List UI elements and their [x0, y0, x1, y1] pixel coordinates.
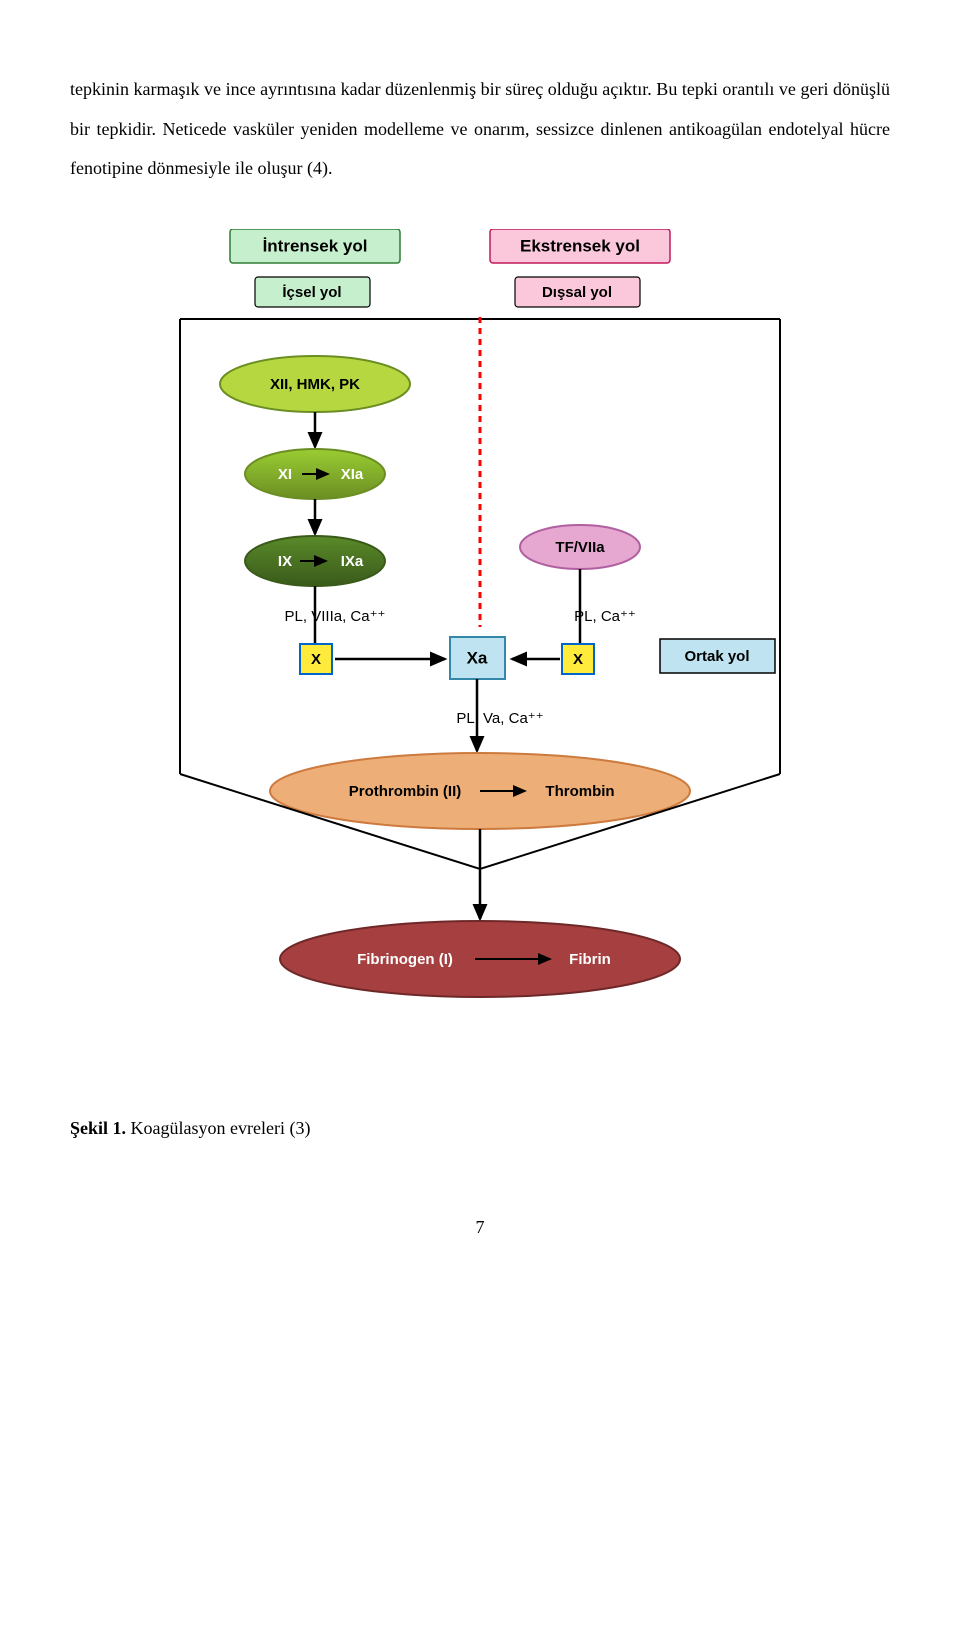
outer-label: Dışsal yol [542, 284, 612, 301]
common-label: Ortak yol [684, 648, 749, 665]
cofactor-right: PL, Ca⁺⁺ [574, 608, 636, 625]
tf-label: TF/VIIa [555, 539, 605, 556]
caption-bold: Şekil 1. [70, 1118, 126, 1138]
coagulation-diagram: İntrensek yol Ekstrensek yol İçsel yol D… [160, 229, 800, 1009]
caption-rest: Koagülasyon evreleri (3) [126, 1118, 310, 1138]
ixa-label: IXa [341, 553, 364, 570]
cofactor-left: PL, VIIIa, Ca⁺⁺ [285, 608, 386, 625]
figure-caption: Şekil 1. Koagülasyon evreleri (3) [70, 1109, 890, 1149]
fibrinogen-label: Fibrinogen (I) [357, 951, 453, 968]
xi-label: XI [278, 466, 292, 483]
page-number: 7 [70, 1208, 890, 1248]
extrinsic-header-label: Ekstrensek yol [520, 236, 640, 255]
xa-label: Xa [467, 648, 488, 667]
cofactor-mid: PL, Va, Ca⁺⁺ [456, 710, 543, 727]
x-right-label: X [573, 651, 583, 668]
xii-label: XII, HMK, PK [270, 376, 360, 393]
fibrin-label: Fibrin [569, 951, 611, 968]
intrinsic-header-label: İntrensek yol [263, 236, 368, 255]
prothrombin-label: Prothrombin (II) [349, 783, 462, 800]
inner-label: İçsel yol [282, 284, 341, 301]
thrombin-label: Thrombin [545, 783, 614, 800]
xia-label: XIa [341, 466, 364, 483]
ix-label: IX [278, 553, 292, 570]
diagram-svg: İntrensek yol Ekstrensek yol İçsel yol D… [160, 229, 800, 1009]
paragraph-text: tepkinin karmaşık ve ince ayrıntısına ka… [70, 70, 890, 189]
x-left-label: X [311, 651, 321, 668]
